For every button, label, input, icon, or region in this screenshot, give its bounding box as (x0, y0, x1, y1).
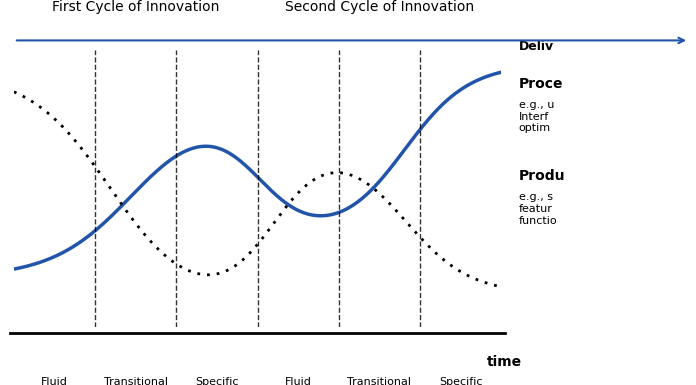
Text: Fluid
Phase: Fluid Phase (38, 377, 71, 385)
Text: Proce: Proce (519, 77, 563, 91)
Text: Specific
Phase: Specific Phase (195, 377, 239, 385)
Text: Transitional
Phase: Transitional Phase (347, 377, 411, 385)
Text: Specific
Phase: Specific Phase (438, 377, 482, 385)
Text: e.g., s
featur
functio: e.g., s featur functio (519, 192, 557, 226)
Text: Transitional
Phase: Transitional Phase (104, 377, 168, 385)
Text: Deliv: Deliv (519, 40, 553, 54)
Text: Produ: Produ (519, 169, 565, 183)
Text: e.g., u
Interf
optim: e.g., u Interf optim (519, 100, 554, 133)
Text: time: time (487, 355, 521, 369)
Text: Fluid
Phase: Fluid Phase (281, 377, 315, 385)
Text: First Cycle of Innovation: First Cycle of Innovation (52, 0, 219, 14)
Text: Second Cycle of Innovation: Second Cycle of Innovation (285, 0, 474, 14)
